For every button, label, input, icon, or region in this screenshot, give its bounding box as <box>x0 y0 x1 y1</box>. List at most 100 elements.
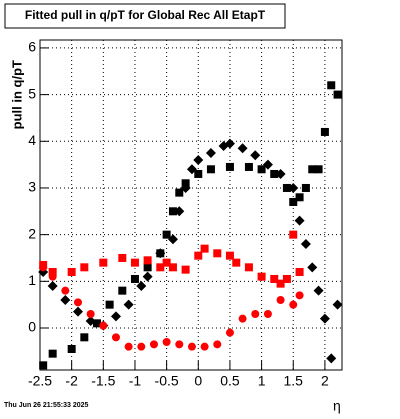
y-tick-label: 2 <box>28 225 36 241</box>
marker <box>276 279 285 288</box>
marker <box>301 183 310 192</box>
marker <box>99 258 108 267</box>
marker <box>289 300 298 309</box>
marker <box>48 349 57 358</box>
marker <box>250 150 261 161</box>
marker <box>225 328 234 337</box>
marker <box>162 337 171 346</box>
marker <box>294 215 305 226</box>
x-tick-label: -2.5 <box>28 373 52 389</box>
marker <box>251 309 260 318</box>
marker <box>73 298 82 307</box>
marker <box>48 267 57 276</box>
marker <box>289 197 298 206</box>
marker <box>118 286 127 295</box>
y-tick-label: 5 <box>28 85 36 101</box>
marker <box>167 234 178 245</box>
marker <box>313 285 324 296</box>
marker <box>326 353 337 364</box>
marker <box>295 193 304 202</box>
marker <box>155 248 166 259</box>
marker <box>282 274 291 283</box>
marker <box>295 291 304 300</box>
marker <box>181 265 190 274</box>
marker <box>67 267 76 276</box>
x-tick-label: -1.5 <box>91 373 115 389</box>
marker <box>175 340 184 349</box>
marker <box>130 258 139 267</box>
marker <box>289 230 298 239</box>
marker <box>180 182 191 193</box>
marker <box>237 143 248 154</box>
marker <box>60 294 71 305</box>
frame <box>39 39 343 371</box>
y-tick-label: 6 <box>28 39 36 55</box>
y-tick-label: 0 <box>28 319 36 335</box>
marker <box>332 299 343 310</box>
marker <box>275 168 286 179</box>
x-tick-label: 0 <box>194 373 202 389</box>
marker <box>47 280 58 291</box>
x-tick-label: 0.5 <box>220 373 240 389</box>
marker <box>156 263 165 272</box>
x-tick-label: 2 <box>321 373 329 389</box>
marker <box>105 300 114 309</box>
marker <box>319 313 330 324</box>
marker <box>244 162 253 171</box>
x-tick-label: -2 <box>65 373 78 389</box>
marker <box>137 342 146 351</box>
marker <box>232 258 241 267</box>
marker <box>288 182 299 193</box>
marker <box>187 342 196 351</box>
marker <box>307 262 318 273</box>
marker <box>130 274 139 283</box>
marker <box>320 127 329 136</box>
marker <box>238 314 247 323</box>
marker <box>86 309 95 318</box>
marker <box>168 207 177 216</box>
marker <box>61 286 70 295</box>
marker <box>205 147 216 158</box>
marker <box>263 309 272 318</box>
marker <box>80 333 89 342</box>
marker <box>225 251 234 260</box>
marker <box>111 333 120 342</box>
marker <box>200 244 209 253</box>
marker <box>276 295 285 304</box>
x-tick-label: 1.5 <box>284 373 304 389</box>
marker <box>67 344 76 353</box>
timestamp: Thu Jun 26 21:55:33 2025 <box>4 402 89 409</box>
chart-title: Fitted pull in q/pT for Global Rec All E… <box>25 8 266 22</box>
marker <box>295 267 304 276</box>
marker <box>257 272 266 281</box>
marker <box>175 188 184 197</box>
x-axis-label: η <box>333 398 341 414</box>
marker <box>206 165 215 174</box>
marker <box>333 90 342 99</box>
marker <box>143 256 152 265</box>
marker <box>72 306 83 317</box>
marker <box>39 361 48 370</box>
marker <box>308 165 317 174</box>
marker <box>200 342 209 351</box>
marker <box>110 311 121 322</box>
marker <box>168 263 177 272</box>
y-axis-label: pull in q/pT <box>9 60 24 129</box>
marker <box>80 263 89 272</box>
marker <box>124 342 133 351</box>
marker <box>262 159 273 170</box>
marker <box>92 319 101 328</box>
marker <box>224 138 235 149</box>
x-tick-label: -1 <box>129 373 142 389</box>
marker <box>300 238 311 249</box>
y-tick-label: 4 <box>28 132 36 148</box>
title-box <box>4 3 286 29</box>
marker <box>186 164 197 175</box>
marker <box>270 169 279 178</box>
marker <box>48 272 57 281</box>
marker <box>225 162 234 171</box>
marker <box>162 230 171 239</box>
x-tick-label: 1 <box>258 373 266 389</box>
marker <box>174 206 185 217</box>
marker <box>213 249 222 258</box>
